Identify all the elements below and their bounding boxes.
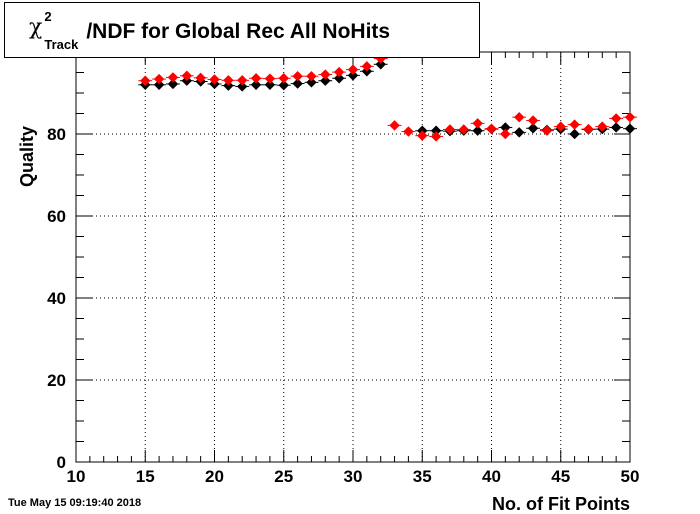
x-tick-label: 25 (274, 467, 293, 486)
data-point (167, 72, 179, 83)
data-point (223, 75, 234, 86)
data-point (472, 125, 483, 136)
data-point (347, 64, 359, 75)
data-point (320, 69, 331, 80)
data-point (527, 115, 539, 126)
data-point (555, 121, 566, 132)
data-point (278, 73, 289, 84)
data-point (375, 59, 386, 70)
data-point (209, 74, 220, 85)
x-tick-label: 35 (413, 467, 432, 486)
data-point (333, 73, 345, 84)
x-tick-label: 20 (205, 467, 224, 486)
data-point (236, 81, 248, 92)
data-point (181, 70, 193, 81)
data-point (403, 126, 414, 137)
title-subscript: Track (44, 37, 79, 52)
data-point (278, 80, 289, 91)
data-point (417, 130, 428, 141)
x-tick-label: 30 (344, 467, 363, 486)
y-axis-title: Quality (17, 126, 37, 187)
data-points (138, 53, 637, 142)
data-point (306, 70, 317, 82)
x-tick-label: 10 (67, 467, 86, 486)
data-point (458, 124, 470, 135)
data-point (500, 128, 511, 140)
data-point (167, 78, 179, 90)
data-point (361, 61, 373, 72)
data-point (223, 80, 234, 91)
data-point (264, 73, 276, 84)
data-point (513, 127, 525, 138)
x-tick-label: 15 (136, 467, 155, 486)
data-point (264, 79, 276, 91)
x-axis-title: No. of Fit Points (492, 494, 630, 514)
data-point (569, 128, 580, 140)
y-tick-label: 0 (57, 453, 66, 472)
data-point (195, 72, 206, 84)
data-point (320, 75, 331, 86)
data-point (347, 70, 359, 81)
chart-title-box: χ 2 Track/NDF for Global Rec All NoHits (4, 2, 480, 58)
timestamp: Tue May 15 09:19:40 2018 (8, 497, 142, 509)
data-point (430, 131, 442, 142)
data-point (292, 70, 303, 82)
y-tick-label: 80 (47, 125, 66, 144)
x-tick-label: 45 (551, 467, 570, 486)
data-point (472, 118, 483, 129)
data-point (624, 111, 636, 123)
data-point (610, 122, 622, 133)
data-point (250, 73, 262, 84)
data-point (153, 73, 165, 85)
data-point (236, 75, 248, 86)
data-point (292, 78, 303, 89)
chart-title: χ 2 Track/NDF for Global Rec All NoHits (29, 9, 390, 53)
data-point (624, 123, 636, 134)
data-point (389, 120, 400, 131)
y-tick-label: 60 (47, 207, 66, 226)
data-point (250, 79, 262, 91)
data-point (597, 121, 608, 132)
data-point (583, 123, 594, 135)
y-tick-label: 40 (47, 289, 66, 308)
data-point (541, 125, 553, 136)
data-point (486, 123, 497, 134)
x-tick-label: 40 (482, 467, 501, 486)
data-point (513, 111, 525, 123)
title-superscript: 2 (44, 9, 52, 24)
series-1 (138, 53, 637, 142)
tick-labels: 101520253035404550020406080100 (38, 43, 640, 486)
data-point (140, 75, 151, 86)
data-point (610, 113, 622, 124)
data-point (444, 124, 456, 135)
grid (76, 52, 630, 462)
data-point (153, 79, 165, 91)
chi-symbol: χ (29, 15, 43, 40)
x-tick-label: 50 (621, 467, 640, 486)
data-point (527, 123, 539, 134)
chart-title-text: /NDF for Global Rec All NoHits (86, 20, 391, 43)
data-point (333, 66, 345, 78)
data-point (306, 77, 317, 88)
y-tick-label: 20 (47, 371, 66, 390)
data-point (569, 119, 580, 130)
